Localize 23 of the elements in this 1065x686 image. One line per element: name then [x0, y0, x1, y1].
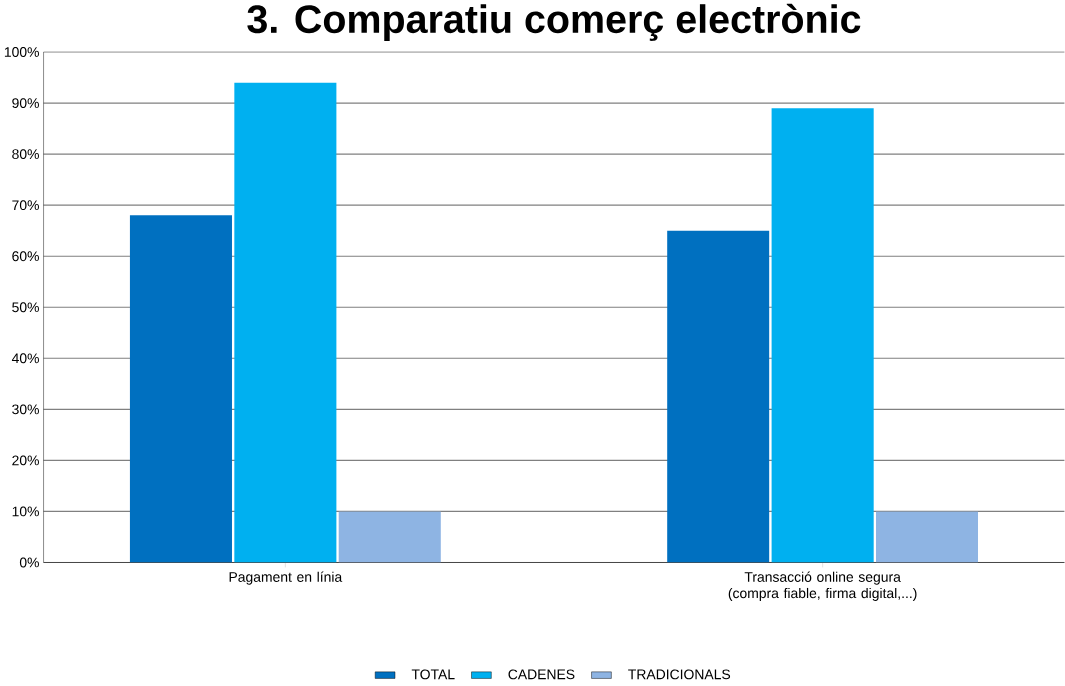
y-tick-label: 0%: [19, 557, 39, 568]
y-tick-label: 90%: [12, 98, 39, 109]
bar: [667, 230, 770, 563]
bar: [129, 215, 232, 563]
legend-label: CADENES: [508, 669, 575, 680]
y-tick-label: 40%: [11, 353, 39, 364]
x-tick-label: Transacció online segura (compra fiable, firma digital,...): [728, 571, 917, 602]
y-tick-label: 30%: [12, 404, 39, 415]
bar: [876, 511, 979, 563]
legend-label: TOTAL: [411, 669, 455, 680]
y-tick-label: 100%: [4, 47, 39, 58]
y-tick-label: 80%: [12, 149, 39, 160]
bar: [338, 511, 441, 563]
bar: [771, 108, 874, 563]
x-tick-label: Pagament en línia: [229, 571, 343, 585]
y-tick-label: 10%: [12, 506, 39, 517]
y-tick-label: 20%: [12, 455, 39, 466]
legend-label: TRADICIONALS: [628, 669, 731, 680]
chart-title: 3. Comparatiu comerç electrònic: [247, 4, 861, 42]
bar: [234, 82, 337, 563]
y-tick-label: 60%: [12, 251, 39, 262]
y-tick-label: 70%: [12, 200, 39, 211]
y-tick-label: 50%: [12, 302, 39, 313]
